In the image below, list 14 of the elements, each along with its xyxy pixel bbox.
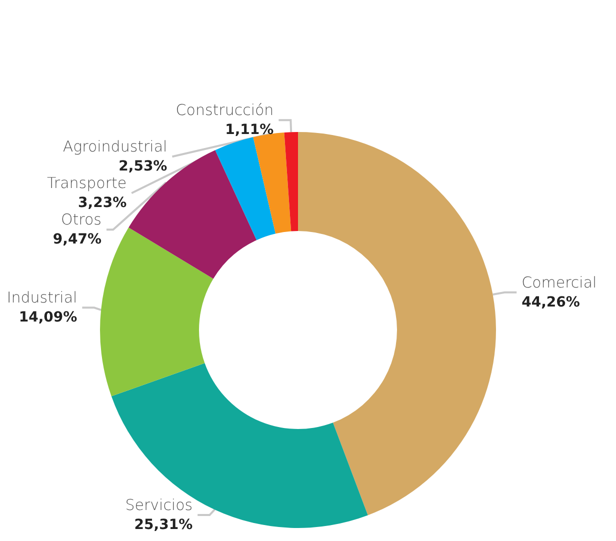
- data-label: 44,26%: [522, 294, 580, 310]
- data-label: 14,09%: [18, 310, 78, 326]
- data-label: 25,31%: [134, 517, 193, 533]
- data-label: 1,11%: [225, 122, 274, 138]
- slice-label: Industrial: [6, 288, 78, 307]
- slice-label: Servicios: [125, 496, 193, 514]
- slice-label: Agroindustrial: [62, 138, 168, 156]
- slice-label: Construcción: [176, 101, 274, 120]
- data-label: 9,47%: [52, 232, 102, 248]
- data-label: 3,23%: [78, 195, 127, 212]
- slice-label: Transporte: [46, 174, 127, 192]
- data-label: 2,53%: [118, 158, 168, 175]
- slice-label: Comercial: [522, 273, 597, 292]
- slice-label: Otros: [60, 210, 102, 229]
